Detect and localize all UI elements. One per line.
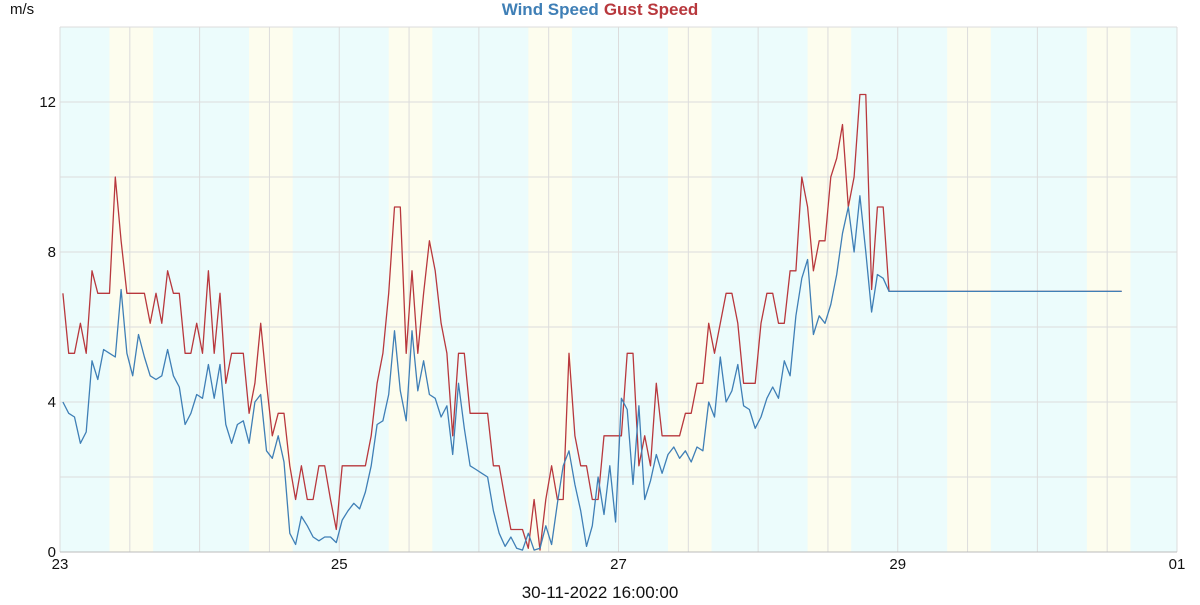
x-tick-label: 23 [52,556,69,573]
axes: 0 4 8 12 23 25 27 29 01 [39,94,1185,573]
series-lines [62,93,1122,551]
chart-title: Wind Speed Gust Speed [502,0,699,19]
title-wind-speed: Wind Speed [502,0,599,19]
wind-speed-line [62,195,1122,551]
y-axis-unit: m/s [10,1,34,18]
y-tick-label: 12 [39,94,56,111]
gust-speed-line [62,93,1122,551]
footer-timestamp: 30-11-2022 16:00:00 [522,583,679,600]
y-tick-label: 4 [48,394,56,411]
x-tick-label: 27 [610,556,627,573]
x-tick-label: 01 [1169,556,1186,573]
x-tick-label: 25 [331,556,348,573]
title-gust-speed: Gust Speed [604,0,698,19]
y-tick-label: 8 [48,244,56,261]
y-tick-label: 0 [48,544,56,561]
day-band [249,27,293,552]
day-band [667,27,712,552]
day-band [109,27,154,552]
x-tick-label: 29 [889,556,906,573]
day-band [1086,27,1131,552]
day-band [807,27,852,552]
day-band [947,27,991,552]
